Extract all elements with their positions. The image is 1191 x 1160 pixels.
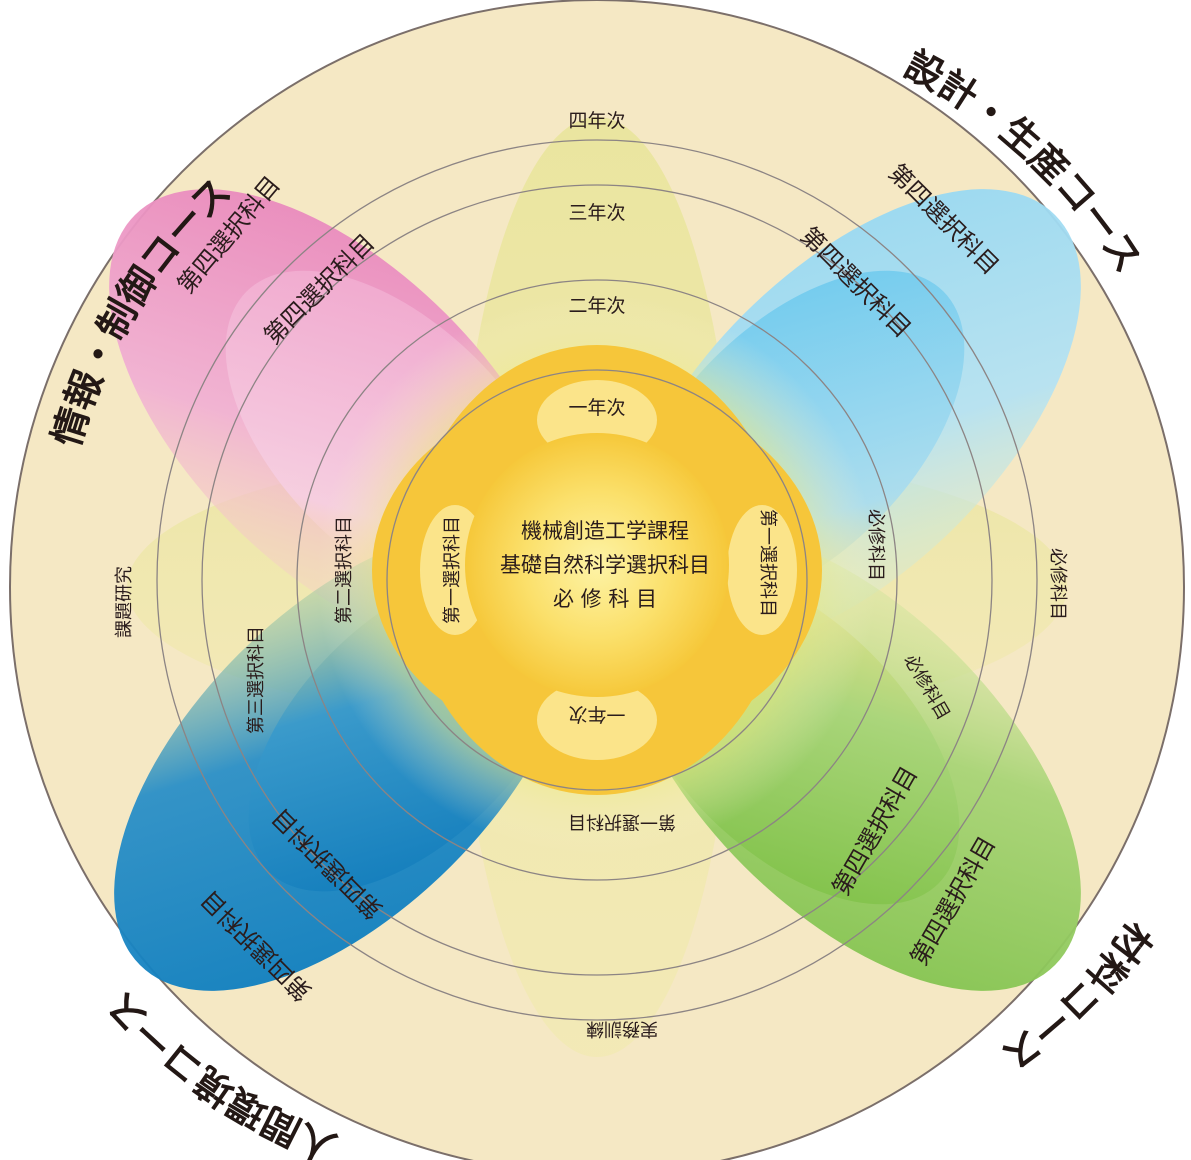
- ring-year4: [156, 139, 1038, 1021]
- second-choice-left-label: 第二選択科目: [334, 516, 355, 624]
- ring-year2: [296, 279, 898, 881]
- outer-label-required: 必修科目: [1047, 548, 1068, 620]
- required-right-upper-label: 必修科目: [865, 509, 886, 581]
- outer-label-practical-training: 実務訓練: [586, 1018, 658, 1039]
- year-label-third: 三年次: [568, 202, 625, 224]
- year-label-fourth: 四年次: [568, 110, 625, 132]
- year-label-first-bottom: 一年次: [568, 703, 625, 725]
- first-choice-right-label: 第一選択科目: [757, 509, 778, 617]
- third-choice-left-label: 第三選択科目: [246, 626, 267, 734]
- center-line-3: 必 修 科 目: [553, 587, 657, 611]
- ring-year1: [386, 369, 808, 791]
- year-label-second: 二年次: [568, 295, 625, 317]
- outer-label-research: 課題研究: [114, 566, 135, 638]
- center-line-1: 機械創造工学課程: [521, 519, 689, 543]
- center-circle: [465, 433, 729, 697]
- first-choice-bottom-label: 第一選択科目: [568, 811, 676, 832]
- ring-year3: [201, 184, 993, 976]
- center-line-2: 基礎自然科学選択科目: [500, 553, 710, 577]
- year-label-first-top: 一年次: [568, 397, 625, 419]
- first-choice-left-label: 第一選択科目: [442, 516, 463, 624]
